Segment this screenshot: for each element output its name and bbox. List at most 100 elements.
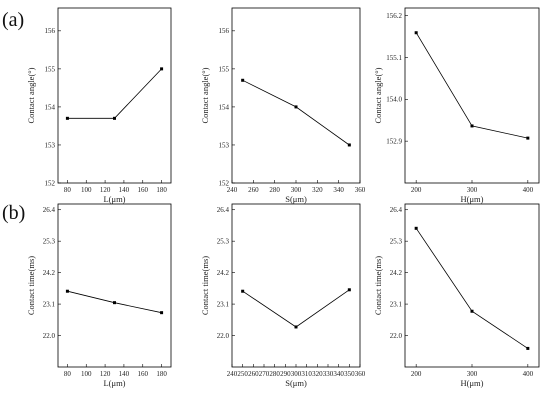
chart-4-x-axis-title: L(μm) xyxy=(103,378,125,388)
chart-3-data-point xyxy=(526,136,530,140)
chart-5-frame xyxy=(231,203,361,368)
chart-5: 240 250 260 270 280 290 300 310 320 330 340 350 360 2… xyxy=(200,203,366,388)
chart-4-frame xyxy=(57,203,172,368)
chart-6-x-tick-label: 400 xyxy=(523,370,534,378)
chart-1-x-tick-label: 80 xyxy=(64,186,72,194)
chart-4: 80 100 120 140 160 180 22.0 23.1 24.2 25.3 26.4 L(μ… xyxy=(26,203,172,388)
chart-5-x-tick-label: 240 xyxy=(227,370,238,378)
chart-2-x-tick-label: 360 xyxy=(355,186,366,194)
chart-6-data-point xyxy=(470,309,474,313)
chart-2-data-point xyxy=(294,105,298,109)
chart-5-x-tick-label: 280 xyxy=(269,370,280,378)
row-label-a: (a) xyxy=(2,9,24,31)
chart-6-data-point xyxy=(414,226,418,230)
chart-1-x-axis-title: L(μm) xyxy=(103,194,125,204)
chart-1-y-tick-label: 155 xyxy=(45,65,56,73)
chart-2-x-axis-title: S(μm) xyxy=(285,194,307,204)
chart-5-x-axis-title: S(μm) xyxy=(285,378,307,388)
chart-2-data-point xyxy=(347,143,351,147)
chart-1-y-tick-label: 152 xyxy=(45,179,56,187)
chart-3-x-axis-title: H(μm) xyxy=(461,194,484,204)
chart-4-data-point xyxy=(113,301,116,305)
chart-4-x-tick-label: 160 xyxy=(138,370,149,378)
chart-1-series-line xyxy=(67,68,162,119)
chart-5-x-tick-label: 360 xyxy=(355,370,366,378)
chart-1-y-tick-label: 156 xyxy=(45,27,56,35)
row-label-b: (b) xyxy=(2,202,25,224)
chart-4-y-tick-label: 22.0 xyxy=(43,332,56,340)
chart-6-x-axis-title: H(μm) xyxy=(461,378,484,388)
chart-2-x-tick-label: 340 xyxy=(333,186,344,194)
chart-5-x-tick-label: 290 xyxy=(280,370,291,378)
chart-1-y-tick-label: 154 xyxy=(45,103,56,111)
chart-6-x-tick-label: 200 xyxy=(411,370,422,378)
chart-3-frame xyxy=(404,7,540,184)
chart-6-y-tick-label: 24.2 xyxy=(390,269,403,277)
chart-5-data-point xyxy=(347,288,351,292)
chart-2-frame xyxy=(231,7,361,184)
chart-5-data-point xyxy=(294,325,298,329)
chart-1-frame xyxy=(57,7,172,184)
chart-2-x-tick-label: 260 xyxy=(248,186,259,194)
chart-3-x-tick-label: 400 xyxy=(523,186,534,194)
chart-5-y-axis-title: Contact time(ms) xyxy=(200,256,210,315)
chart-4-x-tick-label: 140 xyxy=(119,370,130,378)
chart-4-y-tick-label: 23.1 xyxy=(43,300,56,308)
chart-3-x-tick-label: 200 xyxy=(411,186,422,194)
chart-6-y-axis-title: Contact time(ms) xyxy=(373,256,383,315)
chart-5-x-tick-label: 250 xyxy=(237,370,248,378)
chart-2-x-tick-label: 280 xyxy=(269,186,280,194)
chart-2-y-axis-title: Contact angle(°) xyxy=(200,67,210,123)
chart-4-y-tick-label: 26.4 xyxy=(43,206,56,214)
chart-2-x-tick-label: 320 xyxy=(312,186,323,194)
chart-4-data-point xyxy=(160,311,164,315)
chart-1-data-point xyxy=(113,116,116,120)
chart-2-y-tick-label: 155 xyxy=(219,65,230,73)
chart-2-x-tick-label: 300 xyxy=(291,186,302,194)
chart-4-x-tick-label: 100 xyxy=(81,370,92,378)
chart-5-x-tick-label: 270 xyxy=(259,370,270,378)
chart-2-y-tick-label: 152 xyxy=(219,179,230,187)
chart-3: 200 300 400 152.9 154.0 155.1 156.2 H(μm) Contac… xyxy=(373,7,540,204)
chart-5-x-tick-label: 330 xyxy=(323,370,334,378)
chart-5-x-tick-label: 340 xyxy=(333,370,344,378)
chart-5-x-tick-label: 260 xyxy=(248,370,259,378)
chart-5-y-tick-label: 22.0 xyxy=(217,332,230,340)
chart-3-data-point xyxy=(470,124,474,128)
chart-3-y-tick-label: 152.9 xyxy=(386,138,402,146)
chart-3-series-line xyxy=(415,32,528,139)
chart-1-y-tick-label: 153 xyxy=(45,141,56,149)
chart-6-data-point xyxy=(526,346,530,350)
chart-1-x-tick-label: 160 xyxy=(138,186,149,194)
chart-1-data-point xyxy=(160,67,164,71)
chart-2: 240 260 280 300 320 340 360 152 153 154 155 156 S(μm… xyxy=(200,7,366,204)
chart-2-y-tick-label: 154 xyxy=(219,103,230,111)
chart-5-y-tick-label: 23.1 xyxy=(217,300,230,308)
chart-6-x-tick-label: 300 xyxy=(467,370,478,378)
charts: 80 100 120 140 160 180 152 153 154 155 156 L(μm) Con… xyxy=(26,7,540,388)
chart-1-x-tick-label: 180 xyxy=(156,186,167,194)
chart-6-y-tick-label: 26.4 xyxy=(390,206,403,214)
chart-2-series-line xyxy=(242,79,350,146)
chart-5-y-tick-label: 26.4 xyxy=(217,206,230,214)
chart-4-x-tick-label: 120 xyxy=(100,370,111,378)
chart-1-x-tick-label: 100 xyxy=(81,186,92,194)
chart-5-data-point xyxy=(241,289,245,293)
chart-4-y-tick-label: 25.3 xyxy=(43,238,56,246)
chart-1-x-tick-label: 140 xyxy=(119,186,130,194)
chart-5-x-tick-label: 310 xyxy=(301,370,312,378)
chart-4-x-tick-label: 80 xyxy=(64,370,72,378)
chart-6: 200 300 400 22.0 23.1 24.2 25.3 26.4 H(μm) Contac… xyxy=(373,203,540,388)
chart-6-y-tick-label: 22.0 xyxy=(390,332,403,340)
chart-4-y-tick-label: 24.2 xyxy=(43,269,56,277)
chart-1-data-point xyxy=(65,116,69,120)
chart-6-y-tick-label: 23.1 xyxy=(390,300,403,308)
chart-3-data-point xyxy=(414,31,418,35)
chart-5-y-tick-label: 24.2 xyxy=(217,269,230,277)
chart-3-y-tick-label: 154.0 xyxy=(386,96,402,104)
chart-5-x-tick-label: 320 xyxy=(312,370,323,378)
chart-6-series-line xyxy=(415,228,529,349)
chart-6-y-tick-label: 25.3 xyxy=(390,238,403,246)
chart-5-series-line xyxy=(242,289,350,328)
